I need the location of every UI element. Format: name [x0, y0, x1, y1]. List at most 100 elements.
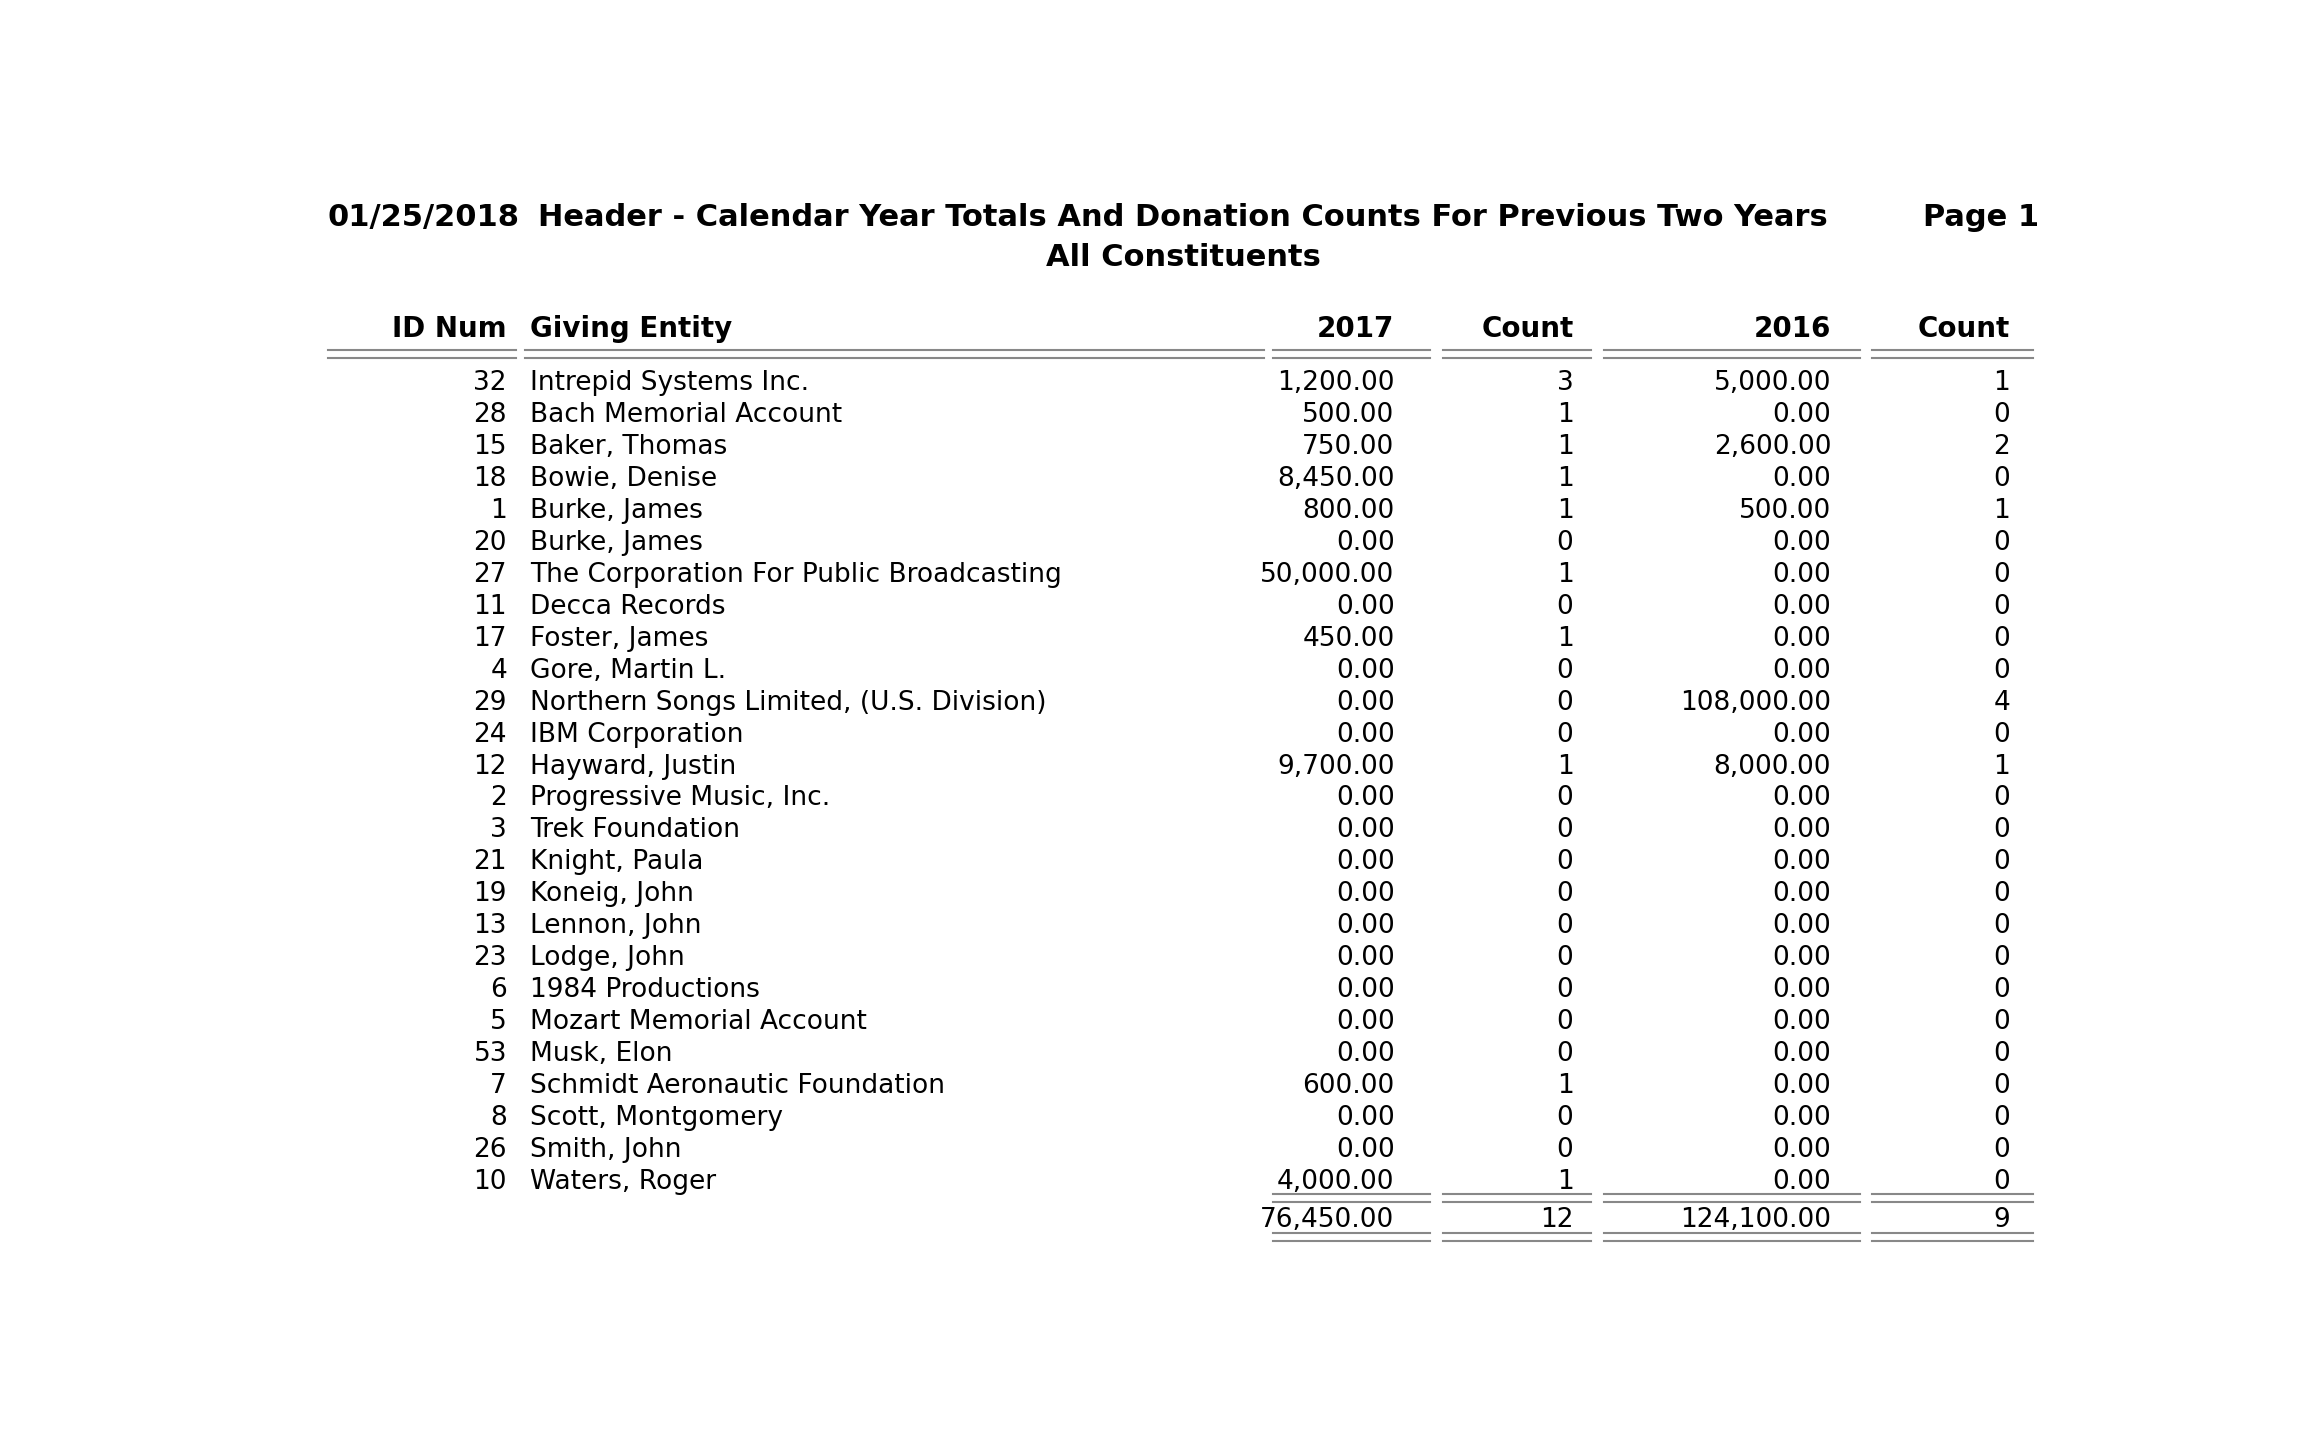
Text: 1: 1 — [1556, 625, 1572, 651]
Text: 0: 0 — [1556, 529, 1572, 555]
Text: Count: Count — [1480, 315, 1572, 343]
Text: 0: 0 — [1556, 1042, 1572, 1068]
Text: 750.00: 750.00 — [1302, 434, 1395, 459]
Text: IBM Corporation: IBM Corporation — [531, 721, 743, 747]
Text: Count: Count — [1919, 315, 2011, 343]
Text: 29: 29 — [473, 690, 508, 716]
Text: 0: 0 — [1556, 946, 1572, 972]
Text: 0.00: 0.00 — [1773, 913, 1831, 939]
Text: 0: 0 — [1993, 467, 2011, 492]
Text: 0.00: 0.00 — [1337, 786, 1395, 811]
Text: Waters, Roger: Waters, Roger — [531, 1169, 716, 1195]
Text: 1: 1 — [1993, 498, 2011, 524]
Text: 450.00: 450.00 — [1302, 625, 1395, 651]
Text: 0.00: 0.00 — [1337, 1105, 1395, 1130]
Text: 1: 1 — [1556, 754, 1572, 780]
Text: 13: 13 — [473, 913, 508, 939]
Text: 1,200.00: 1,200.00 — [1277, 371, 1395, 396]
Text: Lodge, John: Lodge, John — [531, 946, 686, 972]
Text: Hayward, Justin: Hayward, Justin — [531, 754, 737, 780]
Text: 0.00: 0.00 — [1337, 594, 1395, 620]
Text: 1: 1 — [1993, 754, 2011, 780]
Text: 0.00: 0.00 — [1337, 1138, 1395, 1163]
Text: 0.00: 0.00 — [1773, 1009, 1831, 1035]
Text: 0.00: 0.00 — [1337, 529, 1395, 555]
Text: The Corporation For Public Broadcasting: The Corporation For Public Broadcasting — [531, 562, 1062, 588]
Text: Northern Songs Limited, (U.S. Division): Northern Songs Limited, (U.S. Division) — [531, 690, 1046, 716]
Text: 2: 2 — [1993, 434, 2011, 459]
Text: 0.00: 0.00 — [1773, 721, 1831, 747]
Text: 8: 8 — [490, 1105, 508, 1130]
Text: 0.00: 0.00 — [1773, 1073, 1831, 1099]
Text: 0: 0 — [1556, 721, 1572, 747]
Text: 0.00: 0.00 — [1773, 977, 1831, 1003]
Text: 0.00: 0.00 — [1773, 594, 1831, 620]
Text: 0: 0 — [1993, 1009, 2011, 1035]
Text: 0: 0 — [1556, 594, 1572, 620]
Text: 0: 0 — [1993, 402, 2011, 428]
Text: Schmidt Aeronautic Foundation: Schmidt Aeronautic Foundation — [531, 1073, 944, 1099]
Text: 0.00: 0.00 — [1773, 1105, 1831, 1130]
Text: 26: 26 — [473, 1138, 508, 1163]
Text: 1: 1 — [1556, 467, 1572, 492]
Text: 24: 24 — [473, 721, 508, 747]
Text: 1: 1 — [1556, 1073, 1572, 1099]
Text: Giving Entity: Giving Entity — [531, 315, 732, 343]
Text: 0: 0 — [1993, 1073, 2011, 1099]
Text: 0: 0 — [1993, 977, 2011, 1003]
Text: 0: 0 — [1993, 786, 2011, 811]
Text: 3: 3 — [1556, 371, 1572, 396]
Text: 32: 32 — [473, 371, 508, 396]
Text: 21: 21 — [473, 850, 508, 876]
Text: Foster, James: Foster, James — [531, 625, 709, 651]
Text: 0.00: 0.00 — [1337, 658, 1395, 684]
Text: 0: 0 — [1556, 786, 1572, 811]
Text: 1: 1 — [490, 498, 508, 524]
Text: 0: 0 — [1556, 817, 1572, 843]
Text: 10: 10 — [473, 1169, 508, 1195]
Text: Mozart Memorial Account: Mozart Memorial Account — [531, 1009, 868, 1035]
Text: 0: 0 — [1993, 594, 2011, 620]
Text: Burke, James: Burke, James — [531, 498, 702, 524]
Text: 0.00: 0.00 — [1337, 817, 1395, 843]
Text: 0.00: 0.00 — [1337, 690, 1395, 716]
Text: 11: 11 — [473, 594, 508, 620]
Text: 0: 0 — [1993, 1169, 2011, 1195]
Text: 28: 28 — [473, 402, 508, 428]
Text: 500.00: 500.00 — [1739, 498, 1831, 524]
Text: 0.00: 0.00 — [1773, 850, 1831, 876]
Text: Intrepid Systems Inc.: Intrepid Systems Inc. — [531, 371, 810, 396]
Text: 4: 4 — [490, 658, 508, 684]
Text: 600.00: 600.00 — [1302, 1073, 1395, 1099]
Text: 0: 0 — [1556, 1009, 1572, 1035]
Text: 0.00: 0.00 — [1337, 913, 1395, 939]
Text: 53: 53 — [473, 1042, 508, 1068]
Text: Bach Memorial Account: Bach Memorial Account — [531, 402, 843, 428]
Text: 0: 0 — [1993, 1105, 2011, 1130]
Text: 0: 0 — [1993, 625, 2011, 651]
Text: Header - Calendar Year Totals And Donation Counts For Previous Two Years: Header - Calendar Year Totals And Donati… — [538, 203, 1829, 232]
Text: 8,450.00: 8,450.00 — [1277, 467, 1395, 492]
Text: 1984 Productions: 1984 Productions — [531, 977, 760, 1003]
Text: 0: 0 — [1993, 1042, 2011, 1068]
Text: 0: 0 — [1556, 881, 1572, 907]
Text: 0: 0 — [1993, 913, 2011, 939]
Text: 0: 0 — [1556, 850, 1572, 876]
Text: 0: 0 — [1993, 817, 2011, 843]
Text: 4: 4 — [1993, 690, 2011, 716]
Text: 0.00: 0.00 — [1773, 625, 1831, 651]
Text: 0.00: 0.00 — [1773, 1169, 1831, 1195]
Text: 0: 0 — [1993, 881, 2011, 907]
Text: 1: 1 — [1556, 434, 1572, 459]
Text: 1: 1 — [1556, 1169, 1572, 1195]
Text: 1: 1 — [1993, 371, 2011, 396]
Text: 0.00: 0.00 — [1773, 786, 1831, 811]
Text: 3: 3 — [490, 817, 508, 843]
Text: 0.00: 0.00 — [1773, 658, 1831, 684]
Text: 9,700.00: 9,700.00 — [1277, 754, 1395, 780]
Text: Burke, James: Burke, James — [531, 529, 702, 555]
Text: 2: 2 — [490, 786, 508, 811]
Text: 19: 19 — [473, 881, 508, 907]
Text: 0: 0 — [1993, 562, 2011, 588]
Text: Gore, Martin L.: Gore, Martin L. — [531, 658, 727, 684]
